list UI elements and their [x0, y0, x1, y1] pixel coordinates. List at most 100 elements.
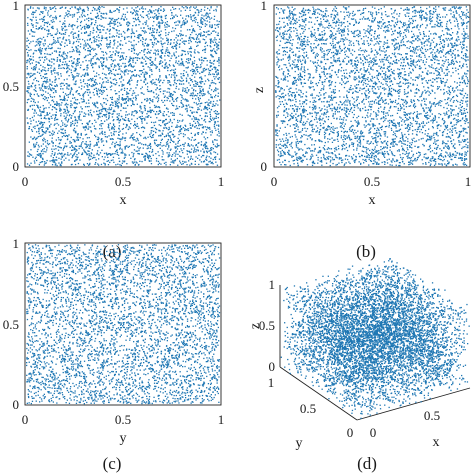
scatter-point	[364, 93, 366, 95]
scatter-point	[53, 154, 55, 156]
scatter-point	[159, 61, 161, 63]
scatter-point	[385, 142, 388, 144]
scatter-point	[80, 21, 82, 24]
scatter-point	[65, 83, 67, 85]
scatter-point	[107, 79, 109, 81]
scatter-point	[192, 30, 194, 32]
scatter-point	[57, 47, 59, 49]
scatter-point	[195, 144, 198, 146]
scatter-point	[179, 130, 182, 132]
scatter-point	[150, 69, 153, 71]
scatter-point	[121, 148, 123, 150]
scatter-point	[279, 101, 281, 103]
scatter-point	[197, 146, 199, 148]
scatter-point	[63, 95, 66, 97]
scatter-point	[133, 103, 135, 106]
scatter-point	[196, 120, 199, 123]
scatter-point	[55, 91, 57, 93]
scatter-point	[147, 66, 149, 68]
scatter-point	[185, 129, 187, 131]
scatter-point	[213, 105, 215, 107]
scatter-point	[190, 47, 192, 50]
scatter-point	[171, 74, 173, 76]
scatter-point	[41, 134, 43, 136]
scatter-point	[193, 62, 195, 64]
scatter-point	[123, 137, 125, 139]
scatter-point	[81, 85, 83, 87]
scatter-point	[139, 147, 141, 149]
scatter-point	[84, 15, 86, 17]
scatter-point	[130, 64, 132, 66]
scatter-point	[185, 22, 187, 24]
scatter-point	[51, 150, 54, 153]
scatter-point	[300, 117, 303, 119]
scatter-point	[275, 131, 277, 133]
scatter-point	[131, 79, 133, 81]
x-axis-label: x	[120, 193, 127, 208]
scatter-point	[76, 27, 78, 29]
scatter-point	[343, 72, 345, 74]
scatter-point	[149, 9, 151, 11]
scatter-point	[148, 43, 150, 46]
scatter-point	[47, 33, 49, 35]
scatter-point	[413, 10, 415, 12]
scatter-point	[409, 142, 411, 144]
scatter-point	[317, 16, 319, 18]
scatter-point	[403, 68, 405, 70]
scatter-point	[198, 85, 201, 88]
scatter-point	[465, 115, 467, 117]
scatter-point	[457, 89, 459, 91]
scatter-point	[149, 155, 151, 157]
scatter-point	[158, 134, 160, 137]
scatter-point	[215, 88, 217, 90]
scatter-point	[214, 157, 216, 159]
scatter-point	[306, 113, 309, 115]
scatter-point	[217, 88, 219, 90]
scatter-point	[44, 117, 46, 119]
scatter-point	[36, 141, 38, 144]
scatter-point	[209, 34, 211, 36]
scatter-point	[33, 144, 35, 146]
scatter-point	[45, 118, 47, 120]
scatter-point	[88, 159, 90, 161]
scatter-point	[61, 26, 63, 28]
scatter-point	[59, 146, 61, 148]
scatter-point	[373, 86, 375, 88]
scatter-point	[131, 161, 134, 163]
scatter-point	[181, 96, 183, 99]
scatter-point	[83, 14, 85, 16]
scatter-point	[174, 159, 177, 161]
scatter-point	[180, 76, 182, 78]
scatter-point	[117, 17, 120, 20]
scatter-point	[211, 162, 213, 164]
scatter-point	[117, 163, 119, 165]
scatter-point	[45, 80, 48, 82]
scatter-point	[68, 115, 71, 117]
scatter-point	[58, 54, 60, 57]
scatter-point	[72, 122, 74, 125]
scatter-point	[30, 97, 33, 99]
scatter-point	[143, 156, 145, 158]
scatter-point	[67, 10, 69, 12]
scatter-point	[38, 120, 40, 122]
scatter-point	[55, 156, 58, 158]
scatter-point	[82, 80, 85, 83]
scatter-point	[440, 81, 442, 84]
scatter-point	[462, 113, 464, 115]
scatter-point	[97, 46, 100, 48]
scatter-point	[109, 41, 112, 44]
scatter-point	[182, 34, 184, 36]
scatter-point	[30, 85, 32, 87]
scatter-point	[134, 123, 136, 125]
scatter-point	[209, 26, 211, 28]
scatter-point	[160, 16, 162, 18]
scatter-point	[111, 11, 113, 14]
scatter-point	[156, 117, 158, 119]
scatter-point	[72, 112, 74, 115]
scatter-point	[190, 6, 192, 8]
scatter-point	[147, 27, 150, 30]
scatter-point	[175, 83, 177, 85]
scatter-point	[38, 7, 40, 9]
scatter-point	[60, 73, 62, 75]
scatter-point	[87, 27, 89, 29]
